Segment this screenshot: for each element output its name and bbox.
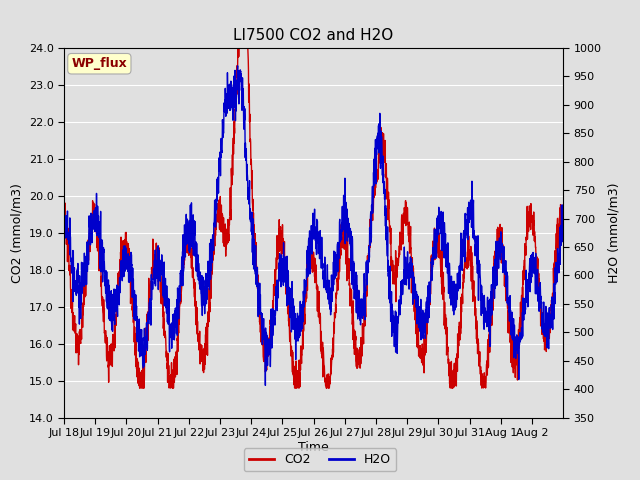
Legend: CO2, H2O: CO2, H2O [244,448,396,471]
Y-axis label: H2O (mmol/m3): H2O (mmol/m3) [607,182,620,283]
Title: LI7500 CO2 and H2O: LI7500 CO2 and H2O [234,28,394,43]
Y-axis label: CO2 (mmol/m3): CO2 (mmol/m3) [10,183,23,283]
Text: WP_flux: WP_flux [72,57,127,70]
X-axis label: Time: Time [298,441,329,454]
